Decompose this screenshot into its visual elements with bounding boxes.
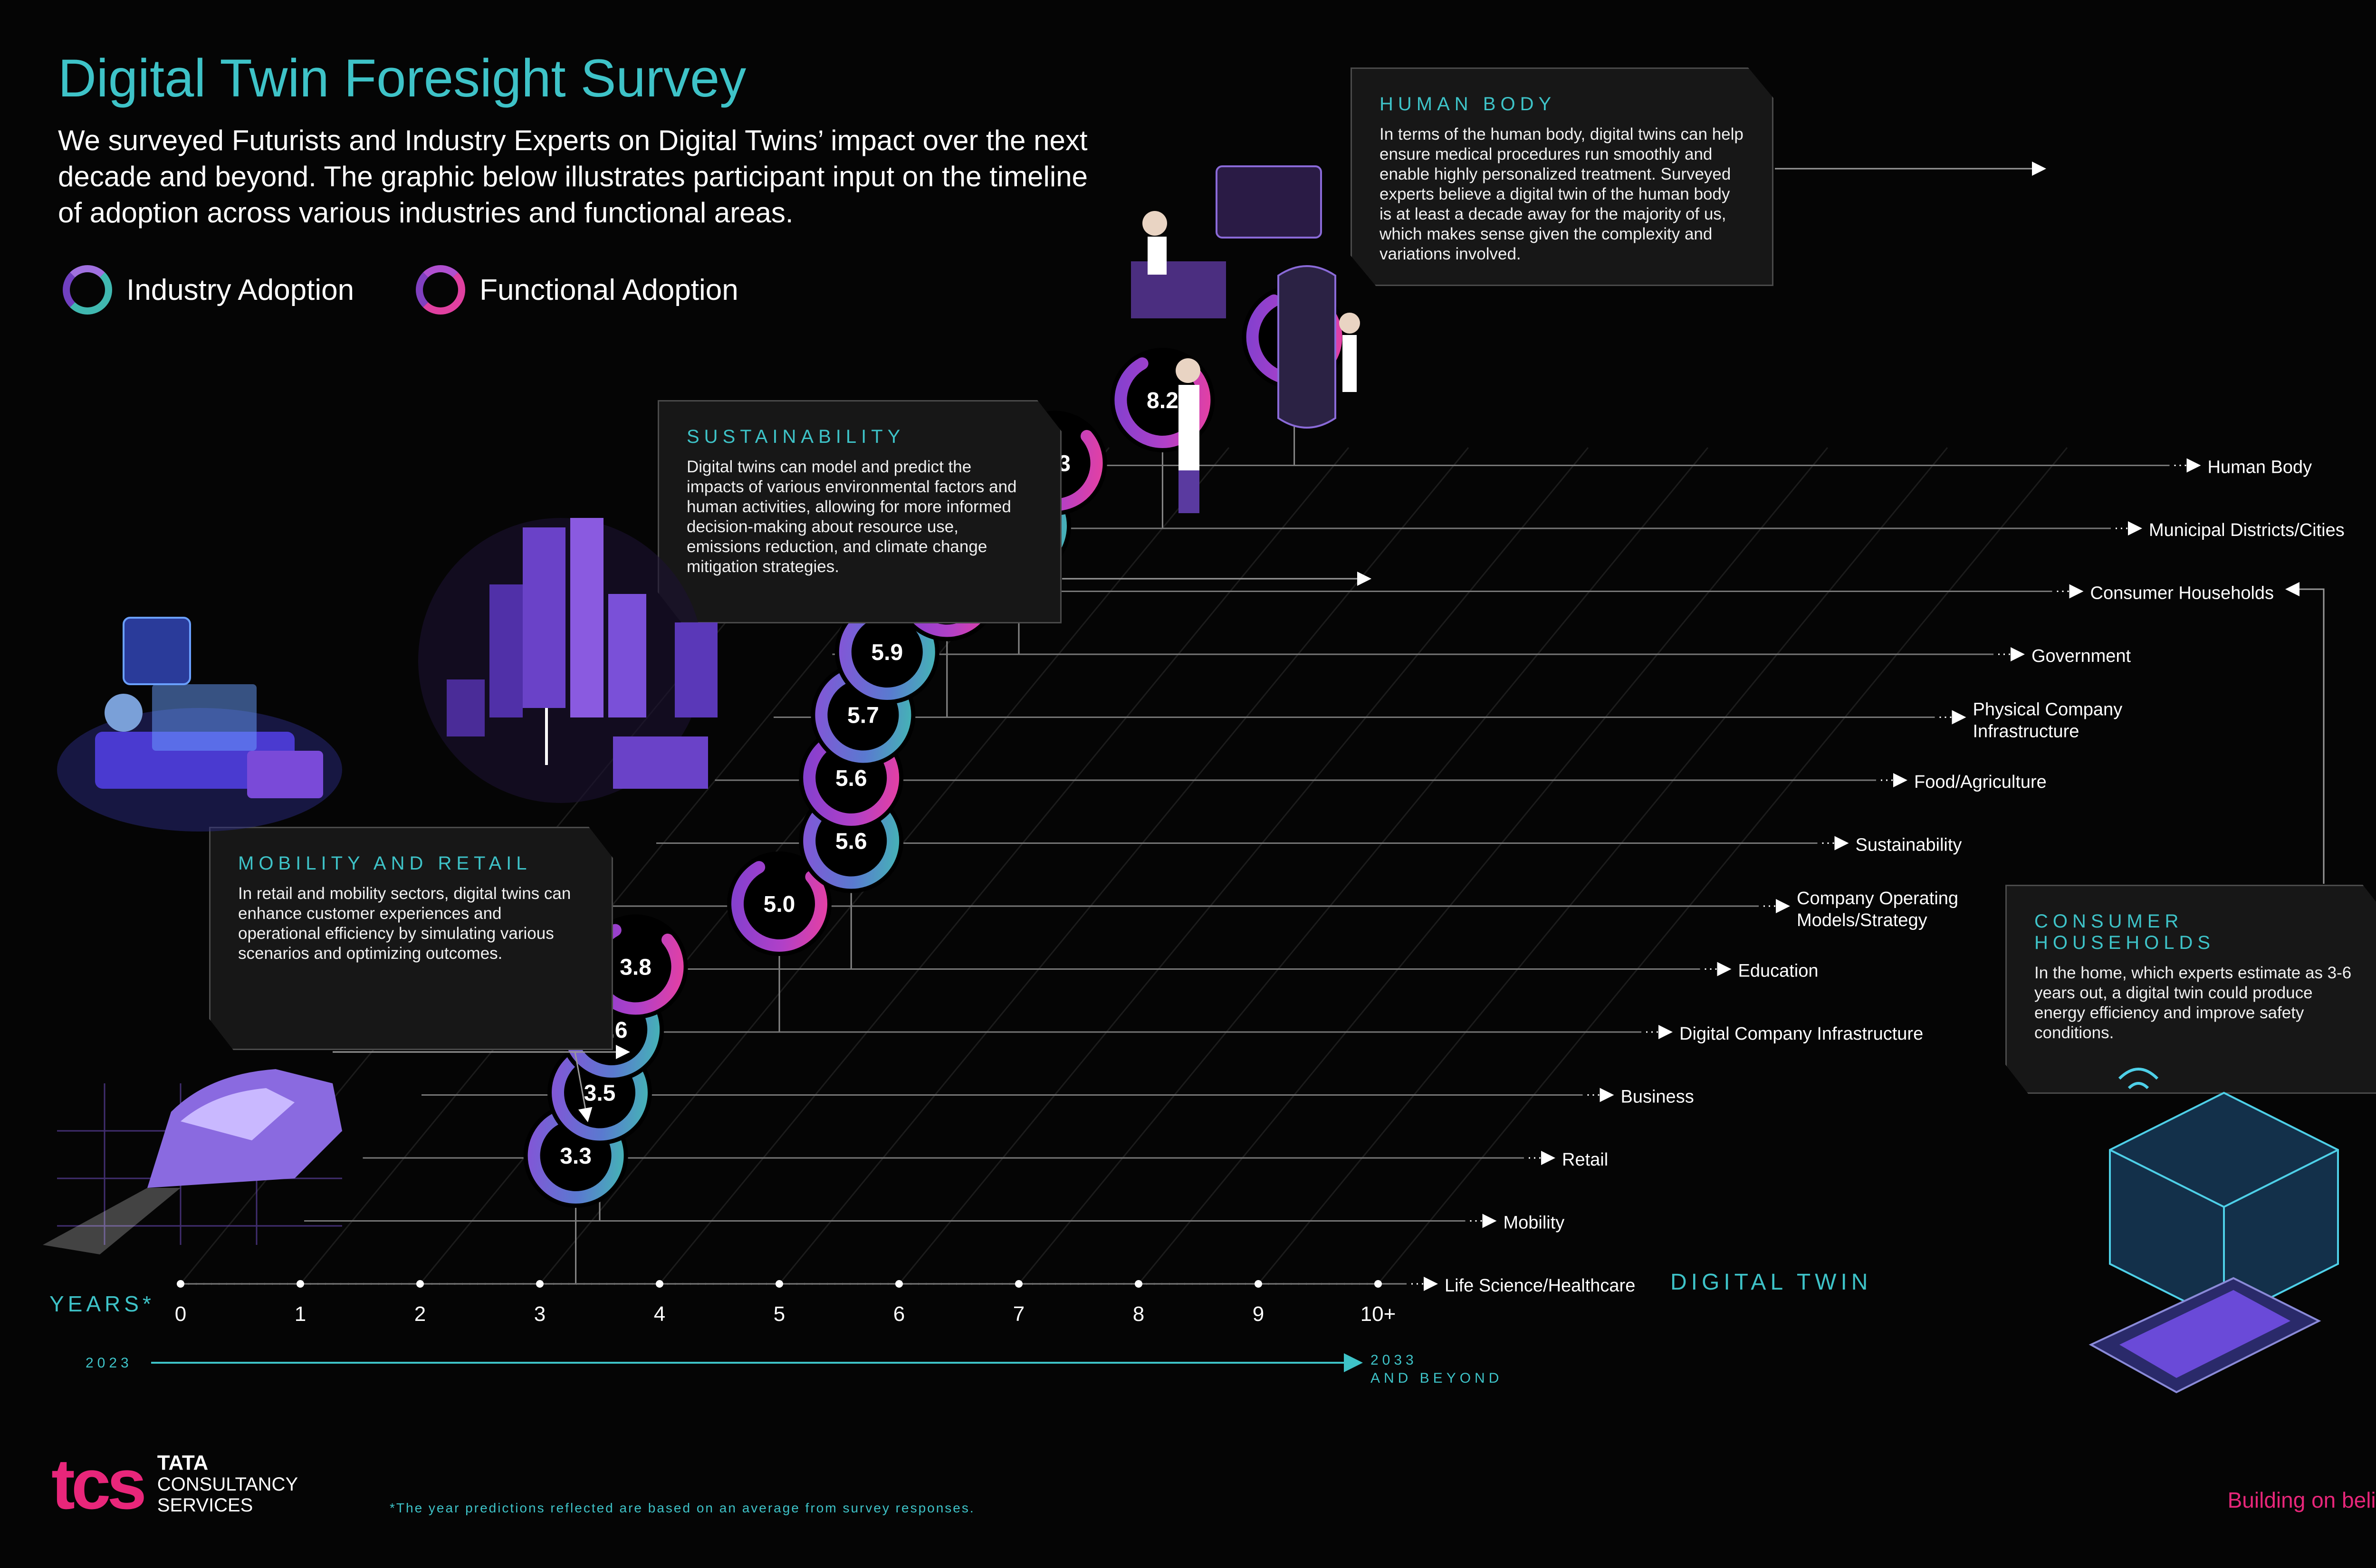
- panel-heading: SUSTAINABILITY: [687, 426, 905, 447]
- connector-consumer: [2285, 582, 2325, 884]
- grid-diagonal: [659, 447, 1350, 1284]
- connector-retail: [574, 1052, 593, 1122]
- legend-functional: Functional Adoption: [479, 273, 738, 306]
- x-tick-dot: [895, 1280, 903, 1288]
- value-label: 5.6: [835, 766, 867, 791]
- x-tick-label: 10+: [1360, 1302, 1396, 1326]
- x-tick-label: 8: [1133, 1302, 1144, 1326]
- logo-line-1: TATA: [157, 1451, 209, 1474]
- logo-mark: tcs: [51, 1444, 147, 1524]
- value-label: 5.9: [871, 640, 903, 665]
- x-tick-label: 3: [534, 1302, 546, 1326]
- x-tick-label: 6: [893, 1302, 905, 1326]
- logo-name: TATA CONSULTANCY SERVICES: [157, 1451, 298, 1516]
- y-axis-label: DIGITAL TWIN: [1670, 1270, 1872, 1295]
- category-label: Education: [1738, 961, 1819, 981]
- panel-heading: MOBILITY AND RETAIL: [238, 853, 532, 874]
- x-tick-dot: [776, 1280, 783, 1288]
- page-title: Digital Twin Foresight Survey: [58, 48, 747, 108]
- medical-illustration-icon: [1131, 165, 1360, 513]
- panel-human-body: HUMAN BODY In terms of the human body, d…: [1351, 67, 1773, 286]
- panel-text: In terms of the human body, digital twin…: [1380, 125, 1744, 263]
- chart-x-ticks: 0 1 2 3 4 5 6 7 8 9 10+ YEARS* DIGITAL TWIN 2023 2033 A…: [49, 1270, 1872, 1386]
- panel-heading: CONSUMER HOUSEHOLDS: [2034, 911, 2215, 953]
- timeline-end: 2033: [1370, 1352, 1418, 1368]
- panel-sustainability: SUSTAINABILITY Digital twins can model a…: [658, 400, 1062, 623]
- x-tick-dot: [656, 1280, 663, 1288]
- city-illustration-icon: [418, 518, 718, 803]
- retail-illustration-icon: [57, 617, 342, 832]
- legend: Industry Adoption Functional Adoption: [63, 265, 738, 315]
- chart-annotations: [333, 162, 2325, 1122]
- category-label: Retail: [1562, 1150, 1608, 1170]
- grid-diagonal: [898, 447, 1589, 1284]
- x-tick-dot: [1135, 1280, 1142, 1288]
- timeline-start: 2023: [86, 1355, 133, 1371]
- category-label: Business: [1621, 1087, 1694, 1107]
- grid-diagonal: [1018, 447, 1709, 1284]
- category-label: Life Science/Healthcare: [1445, 1276, 1635, 1296]
- x-tick-label: 9: [1253, 1302, 1264, 1326]
- panel-heading: HUMAN BODY: [1380, 94, 1556, 115]
- grid-diagonal: [778, 447, 1469, 1284]
- x-tick-dot: [1015, 1280, 1023, 1288]
- panel-text: In the home, which experts estimate as 3…: [2034, 964, 2352, 1042]
- timeline-end-sub: AND BEYOND: [1370, 1370, 1503, 1386]
- x-tick-dot: [297, 1280, 304, 1288]
- grid-diagonal: [1257, 447, 1948, 1284]
- smart-home-illustration-icon: [2089, 1068, 2339, 1394]
- category-label: Human Body: [2208, 458, 2312, 478]
- x-tick-dot: [177, 1280, 184, 1288]
- value-label: 5.0: [764, 892, 795, 917]
- panel-mobility-retail: MOBILITY AND RETAIL In retail and mobili…: [209, 827, 613, 1050]
- logo-line-2: CONSULTANCY: [157, 1473, 298, 1495]
- grid-diagonal: [1138, 447, 1829, 1284]
- x-tick-dot: [1255, 1280, 1262, 1288]
- category-label: Sustainability: [1856, 835, 1962, 855]
- category-label: Government: [2031, 646, 2131, 666]
- value-label: 5.6: [835, 829, 867, 854]
- value-label: 8.2: [1147, 388, 1178, 413]
- category-label: Consumer Households: [2090, 583, 2274, 603]
- tagline: Building on belief: [2227, 1488, 2376, 1512]
- category-label: Physical Company Infrastructure: [1973, 700, 2123, 742]
- legend-industry: Industry Adoption: [126, 273, 354, 306]
- value-label: 3.3: [560, 1144, 592, 1169]
- x-tick-dot: [1374, 1280, 1382, 1288]
- value-label: 3.5: [584, 1081, 616, 1106]
- x-tick-label: 0: [175, 1302, 186, 1326]
- category-label: Food/Agriculture: [1914, 772, 2047, 792]
- x-tick-label: 7: [1013, 1302, 1025, 1326]
- value-label: 5.7: [847, 703, 879, 728]
- intro-text: We surveyed Futurists and Industry Exper…: [58, 124, 1088, 229]
- grid-diagonal: [1377, 447, 2068, 1284]
- category-label: Mobility: [1504, 1213, 1565, 1233]
- panel-text: Digital twins can model and predict the …: [687, 458, 1017, 576]
- category-label: Company Operating Models/Strategy: [1797, 889, 1958, 930]
- x-tick-label: 1: [295, 1302, 306, 1326]
- x-tick-label: 2: [414, 1302, 426, 1326]
- x-tick-label: 4: [654, 1302, 665, 1326]
- tcs-logo: tcs TATA CONSULTANCY SERVICES: [51, 1448, 298, 1520]
- chart-category-labels: Life Science/Healthcare Mobility Retail Bus…: [1445, 458, 2345, 1296]
- value-label: 3.8: [620, 955, 651, 980]
- x-tick-dot: [536, 1280, 544, 1288]
- category-label: Digital Company Infrastructure: [1679, 1024, 1923, 1044]
- x-axis-label: YEARS*: [49, 1291, 155, 1316]
- category-label: Municipal Districts/Cities: [2149, 520, 2345, 540]
- logo-line-3: SERVICES: [157, 1494, 253, 1516]
- footnote: *The year predictions reflected are base…: [390, 1501, 975, 1515]
- panel-text: In retail and mobility sectors, digital …: [238, 884, 571, 963]
- panel-consumer-households: CONSUMER HOUSEHOLDS In the home, which e…: [2005, 885, 2376, 1094]
- x-tick-label: 5: [774, 1302, 785, 1326]
- x-tick-dot: [416, 1280, 424, 1288]
- car-illustration-icon: [43, 1069, 342, 1254]
- functional-ring-marker: [731, 856, 827, 952]
